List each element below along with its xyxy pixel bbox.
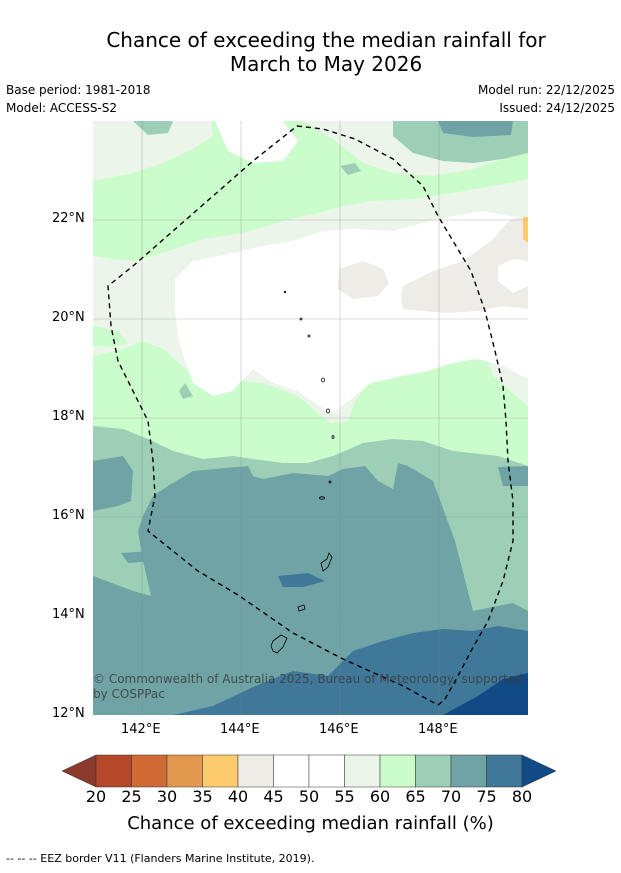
band-40-45-east: [401, 216, 528, 313]
colorbar: [61, 754, 557, 788]
colorbar-tick-label: 75: [476, 787, 497, 806]
meta-left: Base period: 1981-2018 Model: ACCESS-S2: [6, 81, 151, 117]
title-line-1: Chance of exceeding the median rainfall …: [106, 28, 546, 52]
colorbar-tick-label: 30: [156, 787, 178, 806]
grid-lines: [93, 121, 528, 715]
island-dot-1: [319, 496, 325, 500]
colorbar-band-40-45: [237, 754, 274, 788]
colorbar-tick-label: 45: [263, 787, 284, 806]
band-65-70-nw: [133, 121, 173, 135]
band-60-65-north: [93, 121, 528, 261]
model-name: Model: ACCESS-S2: [6, 101, 118, 115]
patch-70-75-sw: [121, 551, 157, 563]
issued-date: Issued: 24/12/2025: [499, 101, 615, 115]
title-line-2: March to May 2026: [229, 52, 423, 76]
island-dot-6: [307, 334, 311, 338]
lat-label-14n: 14°N: [52, 607, 85, 622]
colorbar-band-20-25: [95, 754, 132, 788]
colorbar-band-25-30: [131, 754, 168, 788]
band-50-55-north: [215, 121, 298, 163]
colorbar-band-60-65: [379, 754, 416, 788]
saipan-island: [320, 552, 333, 572]
lon-label-142e: 142°E: [121, 722, 161, 737]
colorbar-tick-label: 60: [369, 787, 391, 806]
patch-65-70-north: [340, 163, 361, 175]
band-50-55: [175, 211, 528, 413]
band-70-75-north: [438, 121, 513, 137]
rota-island: [297, 604, 306, 612]
colorbar-band-35-40: [202, 754, 239, 788]
eez-border: [107, 125, 514, 706]
band-40-45-central: [338, 261, 389, 299]
colorbar-band-50-55: [308, 754, 345, 788]
patch-60-65-west: [93, 326, 128, 347]
colorbar-tick-label: 40: [227, 787, 249, 806]
model-run: Model run: 22/12/2025: [477, 83, 615, 97]
patch-65-70-west: [179, 383, 193, 399]
lat-label-22n: 22°N: [52, 211, 85, 226]
colorbar-tick-label: 35: [192, 787, 213, 806]
islands: [270, 290, 335, 654]
island-dot-2: [321, 377, 325, 383]
rainfall-map: [93, 121, 528, 715]
lat-label-12n: 12°N: [52, 706, 85, 721]
band-45-50-east: [498, 259, 528, 293]
colorbar-band-55-60: [344, 754, 381, 788]
colorbar-band-70-75: [450, 754, 487, 788]
base-period: Base period: 1981-2018: [6, 83, 151, 97]
colorbar-band-45-50: [273, 754, 310, 788]
band-35-40: [523, 217, 528, 243]
colorbar-tick-label: 70: [440, 787, 462, 806]
colorbar-extend-above: [521, 754, 557, 788]
patch-75-80-central: [278, 573, 325, 587]
lon-label-146e: 146°E: [319, 722, 359, 737]
lat-label-18n: 18°N: [52, 409, 85, 424]
eez-footnote: -- -- -- EEZ border V11 (Flanders Marine…: [6, 852, 315, 865]
island-dot-5: [328, 480, 332, 484]
colorbar-extend-below: [61, 754, 97, 788]
colorbar-band-65-70: [415, 754, 452, 788]
colorbar-tick-label: 20: [85, 787, 107, 806]
guam-island: [270, 634, 288, 654]
colorbar-tick-label: 65: [405, 787, 426, 806]
colorbar-band-75-80: [486, 754, 523, 788]
patch-70-75-west: [93, 456, 133, 511]
map-title: Chance of exceeding the median rainfall …: [0, 28, 621, 76]
colorbar-band-30-35: [166, 754, 203, 788]
colorbar-tick-label: 55: [334, 787, 355, 806]
colorbar-title: Chance of exceeding median rainfall (%): [127, 813, 494, 834]
lon-label-144e: 144°E: [220, 722, 260, 737]
island-dot-4: [331, 435, 335, 439]
lon-label-148e: 148°E: [418, 722, 458, 737]
colorbar-tick-label: 80: [511, 787, 533, 806]
meta-right: Model run: 22/12/2025 Issued: 24/12/2025: [478, 81, 615, 117]
lat-label-20n: 20°N: [52, 310, 85, 325]
colorbar-tick-label: 25: [121, 787, 142, 806]
island-dot-7: [299, 317, 303, 321]
colorbar-tick-label: 50: [298, 787, 320, 806]
lat-label-16n: 16°N: [52, 508, 85, 523]
band-above-80: [443, 673, 528, 715]
island-dot-8: [283, 290, 287, 294]
copyright-notice: © Commonwealth of Australia 2025, Bureau…: [93, 672, 523, 701]
island-dot-3: [326, 408, 330, 414]
patch-70-75-east: [498, 466, 528, 486]
